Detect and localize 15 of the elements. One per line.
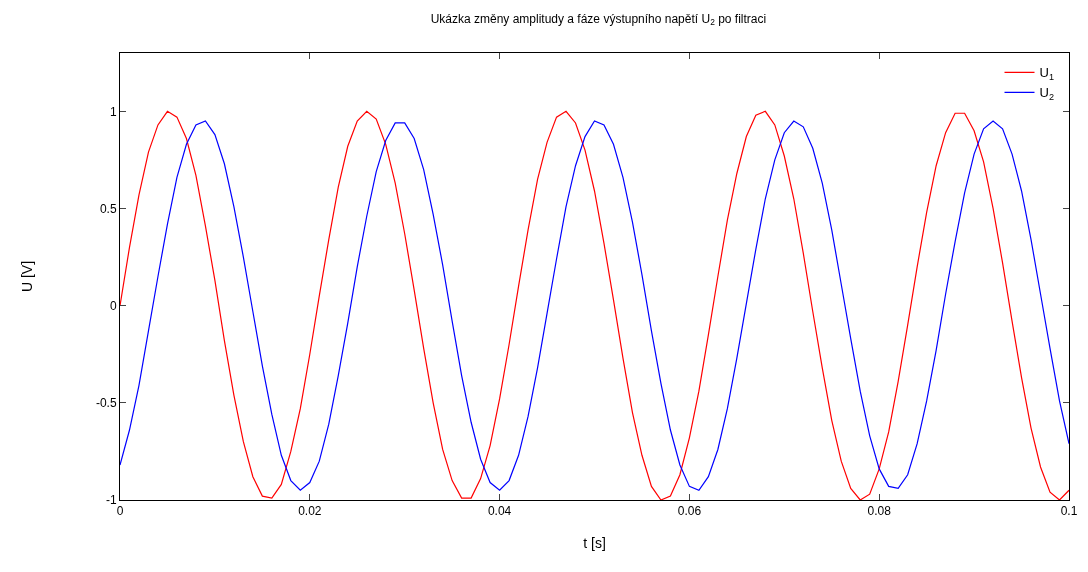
x-axis-title: t [s] bbox=[583, 534, 606, 551]
y-tick-label: 0 bbox=[109, 298, 117, 313]
y-tick-label: 0.5 bbox=[99, 201, 117, 216]
x-tick-label: 0.02 bbox=[298, 504, 322, 519]
y-tick-label: -1 bbox=[105, 493, 117, 508]
x-tick-label: 0.04 bbox=[487, 504, 512, 519]
x-tick-label: 0.1 bbox=[1060, 504, 1078, 519]
x-tick-label: 0.06 bbox=[677, 504, 702, 519]
legend-label: U$_{2}$ bbox=[1039, 85, 1054, 103]
y-axis-title: U [V] bbox=[18, 260, 35, 293]
chart-title: Ukázka změny amplitudy a fáze výstupního napětí U$_{2}$ po filtraci bbox=[430, 11, 767, 28]
x-tick-label: 0.08 bbox=[867, 504, 892, 519]
y-tick-label: -0.5 bbox=[95, 396, 117, 411]
legend-label: U$_{1}$ bbox=[1039, 65, 1054, 83]
y-tick-label: 1 bbox=[109, 104, 117, 119]
